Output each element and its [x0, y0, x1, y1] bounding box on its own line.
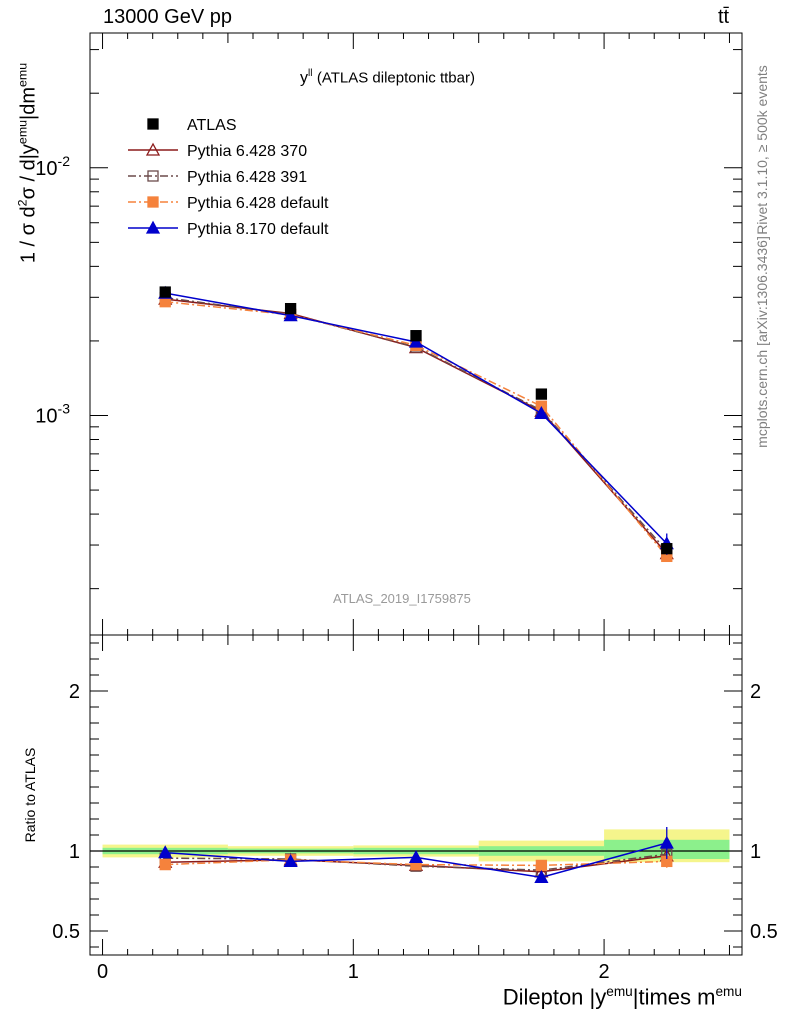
main-data-point: [661, 543, 673, 555]
ratio-data-point: [410, 860, 422, 872]
main-data-point: [410, 330, 422, 342]
ratio-y-tick-label-right: 1: [750, 841, 761, 863]
ratio-data-point: [659, 835, 674, 849]
ratio-data-point: [159, 852, 171, 864]
ratio-band-inner: [102, 847, 228, 855]
ratio-band-outer: [604, 829, 730, 863]
ratio-y-tick-label-left: 0.5: [52, 921, 80, 943]
main-data-point: [159, 286, 171, 298]
ratio-y-axis-label: Ratio to ATLAS: [22, 747, 38, 843]
ratio-data-point: [535, 864, 548, 876]
main-data-point: [410, 339, 422, 351]
main-data-point: [659, 546, 674, 560]
legend-marker: [147, 196, 159, 208]
legend-label: Pythia 8.170 default: [187, 221, 329, 238]
ratio-y-tick-label-right: 2: [750, 681, 761, 703]
main-data-point: [159, 296, 171, 308]
ratio-data-point: [284, 853, 297, 865]
ratio-series-line: [165, 842, 667, 879]
ratio-data-point: [661, 848, 673, 860]
ratio-data-point: [284, 854, 297, 866]
main-data-point: [284, 302, 297, 315]
main-data-point: [534, 406, 549, 420]
ratio-data-point: [661, 855, 673, 868]
main-series-line: [165, 298, 668, 555]
ratio-data-point: [158, 845, 173, 859]
main-data-point: [284, 309, 297, 321]
main-data-point: [283, 306, 298, 320]
main-series-line: [165, 292, 668, 545]
ratio-band-outer: [353, 845, 479, 857]
main-y-tick-label: 10-2: [35, 153, 70, 180]
legend-label: Pythia 6.428 391: [187, 169, 307, 186]
main-data-point: [408, 334, 424, 348]
main-series-line: [165, 300, 668, 557]
ratio-data-point: [159, 858, 171, 871]
ratio-series-line: [165, 855, 667, 873]
legend-marker: [147, 118, 159, 130]
ratio-plot-frame: [89, 634, 743, 956]
ratio-data-point: [283, 852, 298, 866]
main-data-point: [158, 291, 173, 305]
main-data-point: [661, 545, 673, 557]
main-y-tick-label: 10-3: [35, 401, 70, 428]
main-y-axis-label: 1 / σ d2σ / d|yemu|dmemu: [15, 62, 40, 264]
x-tick-label: 1: [348, 961, 359, 983]
legend-marker: [145, 142, 161, 156]
ratio-data-point: [534, 864, 549, 878]
ratio-data-point: [659, 848, 674, 862]
main-data-point: [534, 403, 549, 417]
legend-label: Pythia 6.428 default: [187, 195, 329, 212]
x-tick-label: 2: [599, 961, 610, 983]
legend-label: Pythia 6.428 370: [187, 143, 307, 160]
main-data-point: [535, 388, 548, 400]
x-axis-label: Dilepton |yemu|times memu: [502, 984, 742, 1010]
ratio-band-outer: [227, 846, 354, 856]
rivet-label: Rivet 3.1.10, ≥ 500k events: [754, 65, 770, 235]
ratio-data-point: [535, 859, 548, 872]
ratio-band-outer: [478, 840, 605, 862]
legend-label: ATLAS: [187, 117, 237, 134]
ratio-data-point: [283, 854, 298, 868]
main-data-point: [410, 341, 422, 353]
legend-marker: [147, 170, 159, 182]
ratio-data-point: [408, 850, 424, 864]
ratio-y-tick-label-left: 1: [69, 841, 80, 863]
main-data-point: [408, 340, 424, 354]
ratio-series-line: [165, 853, 667, 871]
main-data-point: [535, 404, 548, 416]
ratio-data-point: [158, 854, 173, 868]
main-data-point: [661, 550, 673, 563]
ratio-data-point: [534, 870, 549, 884]
main-data-point: [159, 292, 171, 304]
main-data-point: [535, 400, 548, 412]
ratio-y-tick-label-right: 0.5: [750, 921, 778, 943]
process-label: tt̄: [718, 6, 730, 28]
main-data-point: [158, 285, 173, 299]
plot-title: yll (ATLAS dileptonic ttbar): [300, 68, 475, 87]
main-plot-frame: [89, 32, 743, 636]
legend-marker: [145, 220, 161, 234]
ratio-band-inner: [478, 846, 605, 856]
ratio-band-outer: [102, 844, 228, 858]
ratio-band-inner: [227, 848, 354, 854]
main-data-point: [283, 308, 298, 322]
energy-label: 13000 GeV pp: [103, 6, 232, 28]
main-data-point: [284, 308, 297, 321]
ratio-y-tick-label-left: 2: [69, 681, 80, 703]
main-data-point: [659, 536, 674, 550]
analysis-id: ATLAS_2019_I1759875: [333, 591, 471, 606]
ratio-data-point: [408, 858, 424, 872]
ratio-band-inner: [604, 839, 730, 859]
ratio-data-point: [410, 858, 422, 871]
main-series-line: [165, 296, 668, 552]
x-tick-label: 0: [97, 961, 108, 983]
ratio-band-inner: [353, 847, 479, 855]
mcplots-label: mcplots.cern.ch [arXiv:1306.3436]: [754, 236, 770, 448]
ratio-series-line: [165, 859, 667, 867]
